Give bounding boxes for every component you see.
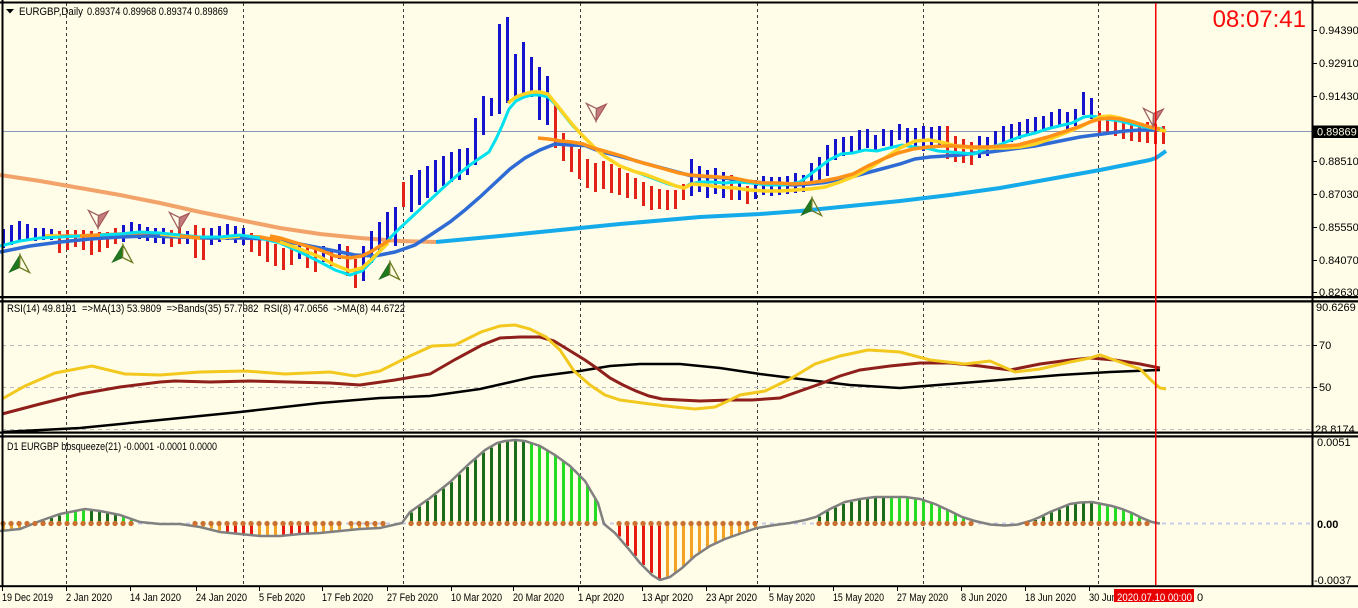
svg-text:15 May 2020: 15 May 2020 — [833, 592, 884, 604]
svg-text:0.94390: 0.94390 — [1319, 25, 1358, 37]
svg-text:2020.07.10 00:00: 2020.07.10 00:00 — [1117, 592, 1192, 604]
svg-text:17 Feb 2020: 17 Feb 2020 — [322, 592, 373, 604]
svg-text:0.88510: 0.88510 — [1319, 156, 1358, 168]
svg-text:RSI(14) 49.8191 =>MA(13) 53.9: RSI(14) 49.8191 =>MA(13) 53.9809 =>Bands… — [7, 303, 405, 315]
svg-text:1 Apr 2020: 1 Apr 2020 — [578, 592, 624, 604]
svg-text:19 Dec 2019: 19 Dec 2019 — [2, 592, 53, 604]
svg-text:0.87030: 0.87030 — [1319, 189, 1358, 201]
svg-text:0.89374 0.89968 0.89374 0.8986: 0.89374 0.89968 0.89374 0.89869 — [87, 6, 228, 18]
svg-text:10 Mar 2020: 10 Mar 2020 — [451, 592, 502, 604]
svg-text:24 Jan 2020: 24 Jan 2020 — [196, 592, 247, 604]
svg-text:14 Jan 2020: 14 Jan 2020 — [130, 592, 181, 604]
svg-text:0.92910: 0.92910 — [1319, 58, 1358, 70]
svg-text:20 Mar 2020: 20 Mar 2020 — [513, 592, 564, 604]
svg-text:5 May 2020: 5 May 2020 — [769, 592, 815, 604]
svg-text:27 May 2020: 27 May 2020 — [897, 592, 948, 604]
svg-text:08:07:41: 08:07:41 — [1213, 6, 1306, 33]
svg-text:0.89869: 0.89869 — [1317, 127, 1357, 139]
svg-text:0.82630: 0.82630 — [1319, 287, 1358, 299]
svg-text:EURGBP,Daily: EURGBP,Daily — [19, 6, 83, 18]
svg-text:70: 70 — [1319, 340, 1331, 352]
svg-text:0: 0 — [1197, 592, 1203, 604]
svg-text:0.0051: 0.0051 — [1317, 437, 1351, 449]
svg-text:8 Jun 2020: 8 Jun 2020 — [961, 592, 1007, 604]
svg-text:0.85550: 0.85550 — [1319, 222, 1358, 234]
svg-text:13 Apr 2020: 13 Apr 2020 — [642, 592, 693, 604]
svg-text:5 Feb 2020: 5 Feb 2020 — [259, 592, 305, 604]
svg-text:23 Apr 2020: 23 Apr 2020 — [706, 592, 757, 604]
svg-text:-0.0037: -0.0037 — [1314, 575, 1351, 587]
svg-text:50: 50 — [1319, 382, 1331, 394]
svg-text:0.84070: 0.84070 — [1319, 255, 1358, 267]
svg-text:D1 EURGBP bbsqueeze(21) -0.000: D1 EURGBP bbsqueeze(21) -0.0001 -0.0001 … — [7, 441, 217, 453]
svg-text:27 Feb 2020: 27 Feb 2020 — [387, 592, 438, 604]
svg-text:2 Jan 2020: 2 Jan 2020 — [66, 592, 112, 604]
svg-text:0.00: 0.00 — [1317, 519, 1338, 531]
svg-text:18 Jun 2020: 18 Jun 2020 — [1025, 592, 1076, 604]
svg-text:0.91430: 0.91430 — [1319, 91, 1358, 103]
svg-text:28.8174: 28.8174 — [1315, 424, 1355, 436]
svg-text:90.6269: 90.6269 — [1316, 302, 1356, 314]
